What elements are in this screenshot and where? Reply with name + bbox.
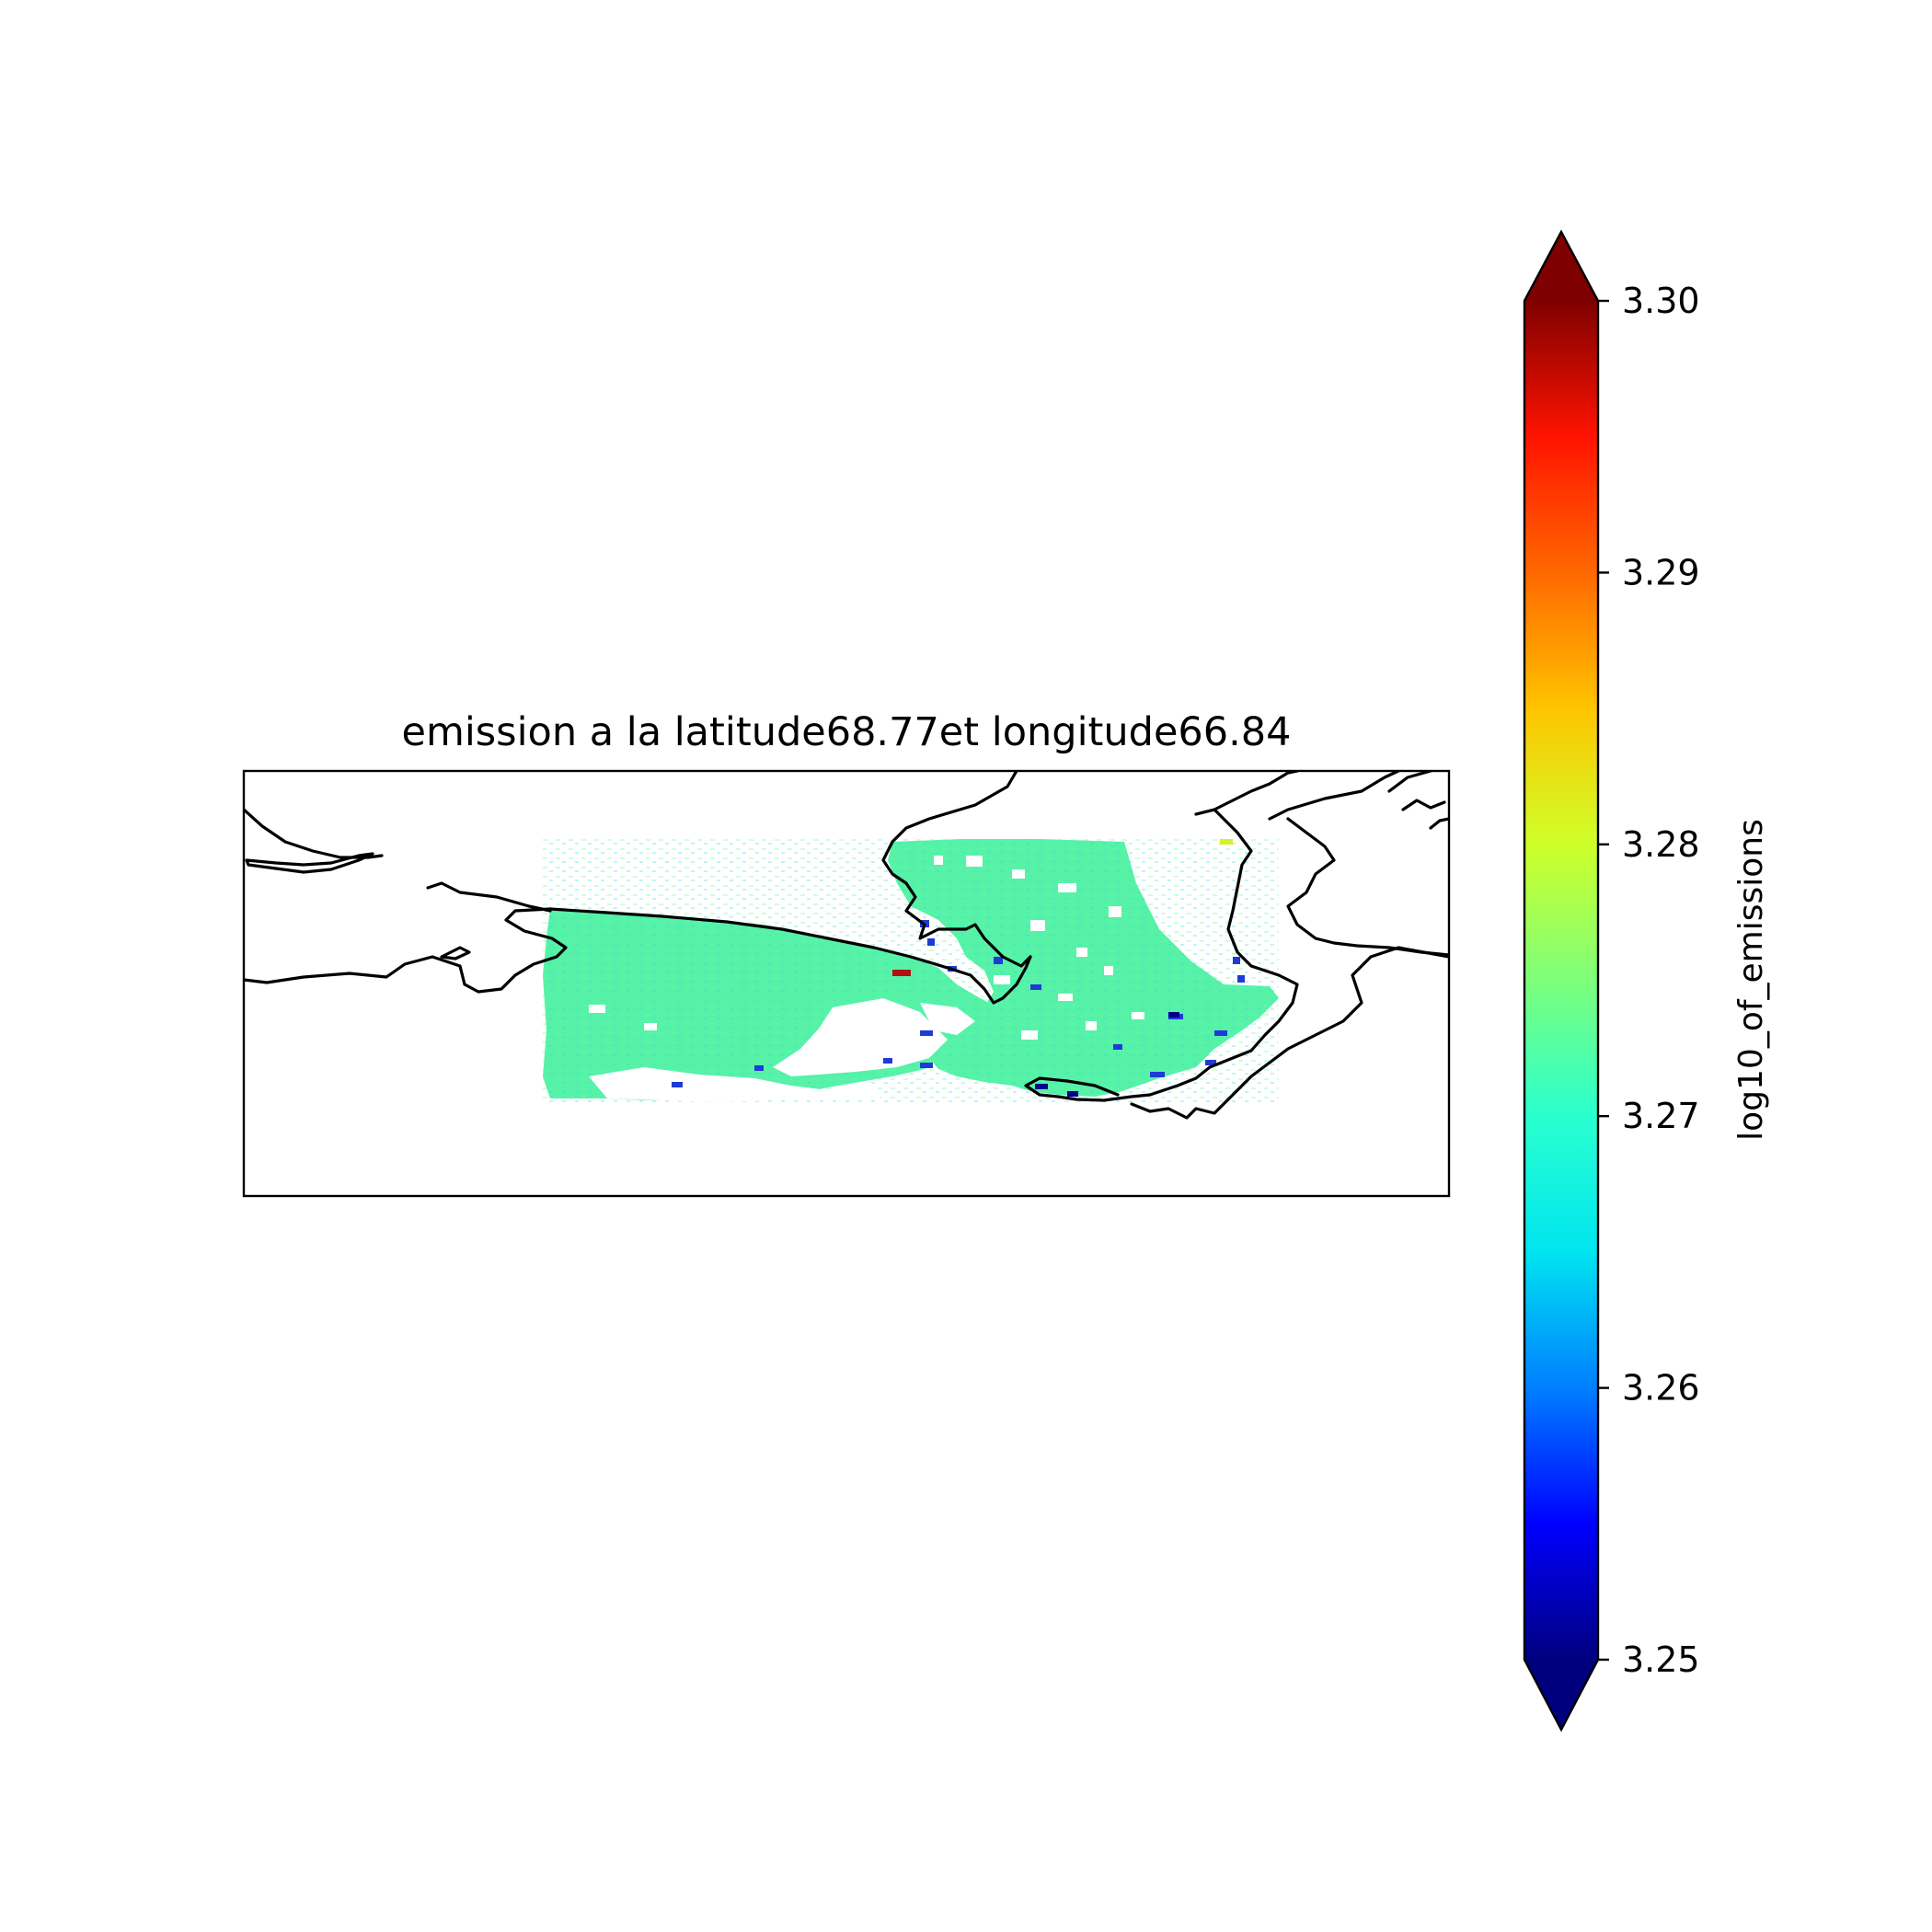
colorbar: 3.25 3.26 3.27 3.28 3.29 3.30 log10_of_emissi… <box>1523 229 1770 1732</box>
colorbar-tick-label: 3.26 <box>1622 1368 1700 1409</box>
colorbar-tick-label: 3.27 <box>1622 1096 1700 1136</box>
high-value-cell <box>1220 839 1233 845</box>
colorbar-extend-min <box>1524 1660 1598 1730</box>
colorbar-tick-label: 3.29 <box>1622 552 1700 592</box>
island-northwest <box>245 852 374 874</box>
coastlines <box>244 771 1449 1120</box>
colorbar-ticks: 3.25 3.26 3.27 3.28 3.29 3.30 <box>1598 281 1700 1680</box>
coastline-northeast <box>1268 771 1449 957</box>
coastline-north-gulf <box>881 771 1032 968</box>
coastline-east-inner <box>1194 771 1299 816</box>
peak-emission-cell <box>892 970 911 976</box>
missing-data-gaps <box>589 856 1144 1102</box>
map-frame <box>242 769 1451 1198</box>
map-axes <box>242 769 1451 1198</box>
map-title: emission a la latitude68.77et longitude6… <box>401 709 1291 755</box>
colorbar-body <box>1524 301 1598 1660</box>
emission-field <box>543 837 1279 1104</box>
coastline-east-bay <box>1024 808 1299 1102</box>
colorbar-label: log10_of_emissions <box>1732 819 1770 1141</box>
coastline-peninsula-west <box>426 881 552 913</box>
colorbar-tick-label: 3.28 <box>1622 824 1700 865</box>
islet-west <box>440 946 471 960</box>
coastline-far-east <box>1130 946 1449 1120</box>
colorbar-extend-max <box>1524 232 1598 301</box>
coastline-northeast-islands <box>1387 771 1449 830</box>
colorbar-tick-label: 3.25 <box>1622 1639 1700 1680</box>
coastline-west <box>244 907 1032 1005</box>
colorbar-tick-label: 3.30 <box>1622 281 1700 321</box>
